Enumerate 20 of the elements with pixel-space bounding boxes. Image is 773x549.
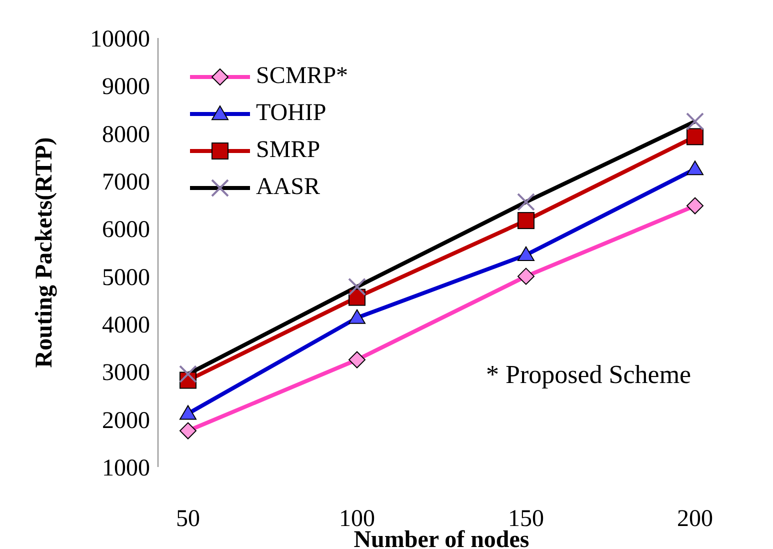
y-tick-label: 1000 [102, 456, 150, 482]
y-axis-title: Routing Packets(RTP) [32, 137, 58, 368]
y-tick-label: 6000 [102, 217, 150, 244]
y-tick-label: 3000 [102, 360, 150, 386]
legend-label: SCMRP* [256, 63, 348, 90]
y-tick-label: 4000 [102, 312, 150, 339]
legend-label: AASR [256, 174, 320, 201]
y-tick-label: 9000 [102, 74, 150, 100]
legend-label: SMRP [256, 137, 320, 164]
point [518, 212, 534, 230]
y-tick-label: 10000 [90, 26, 150, 53]
x-tick-label: 200 [677, 506, 713, 532]
y-tick-label: 5000 [102, 264, 150, 291]
legend-label: TOHIP [256, 100, 326, 127]
x-tick-label: 50 [176, 506, 200, 532]
point [686, 128, 704, 146]
y-tick-label: 7000 [102, 170, 150, 196]
y-tick-label: 8000 [102, 122, 150, 148]
annotation: * Proposed Scheme [486, 360, 692, 390]
y-tick-label: 2000 [102, 408, 150, 434]
